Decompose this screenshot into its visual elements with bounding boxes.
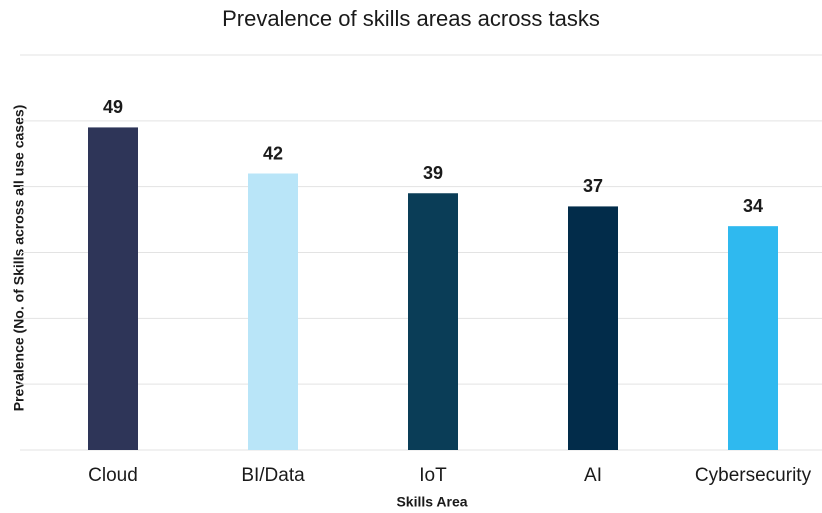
x-tick-label: Cloud	[88, 465, 138, 486]
y-axis-label: Prevalence (No. of Skills across all use…	[11, 105, 27, 412]
x-tick-label: IoT	[419, 465, 447, 486]
bar	[88, 127, 138, 451]
value-label: 39	[423, 163, 443, 183]
chart-title: Prevalence of skills areas across tasks	[222, 6, 600, 31]
value-label: 49	[103, 97, 123, 117]
value-label: 42	[263, 143, 283, 163]
x-tick-label: AI	[584, 465, 602, 486]
x-tick-label: BI/Data	[241, 465, 305, 486]
value-label: 34	[743, 196, 763, 216]
value-label: 37	[583, 176, 603, 196]
x-tick-label: Cybersecurity	[695, 465, 812, 486]
bar	[248, 173, 298, 450]
bar	[728, 226, 778, 450]
bar	[568, 206, 618, 450]
x-axis-label: Skills Area	[396, 494, 467, 510]
bar	[408, 193, 458, 450]
